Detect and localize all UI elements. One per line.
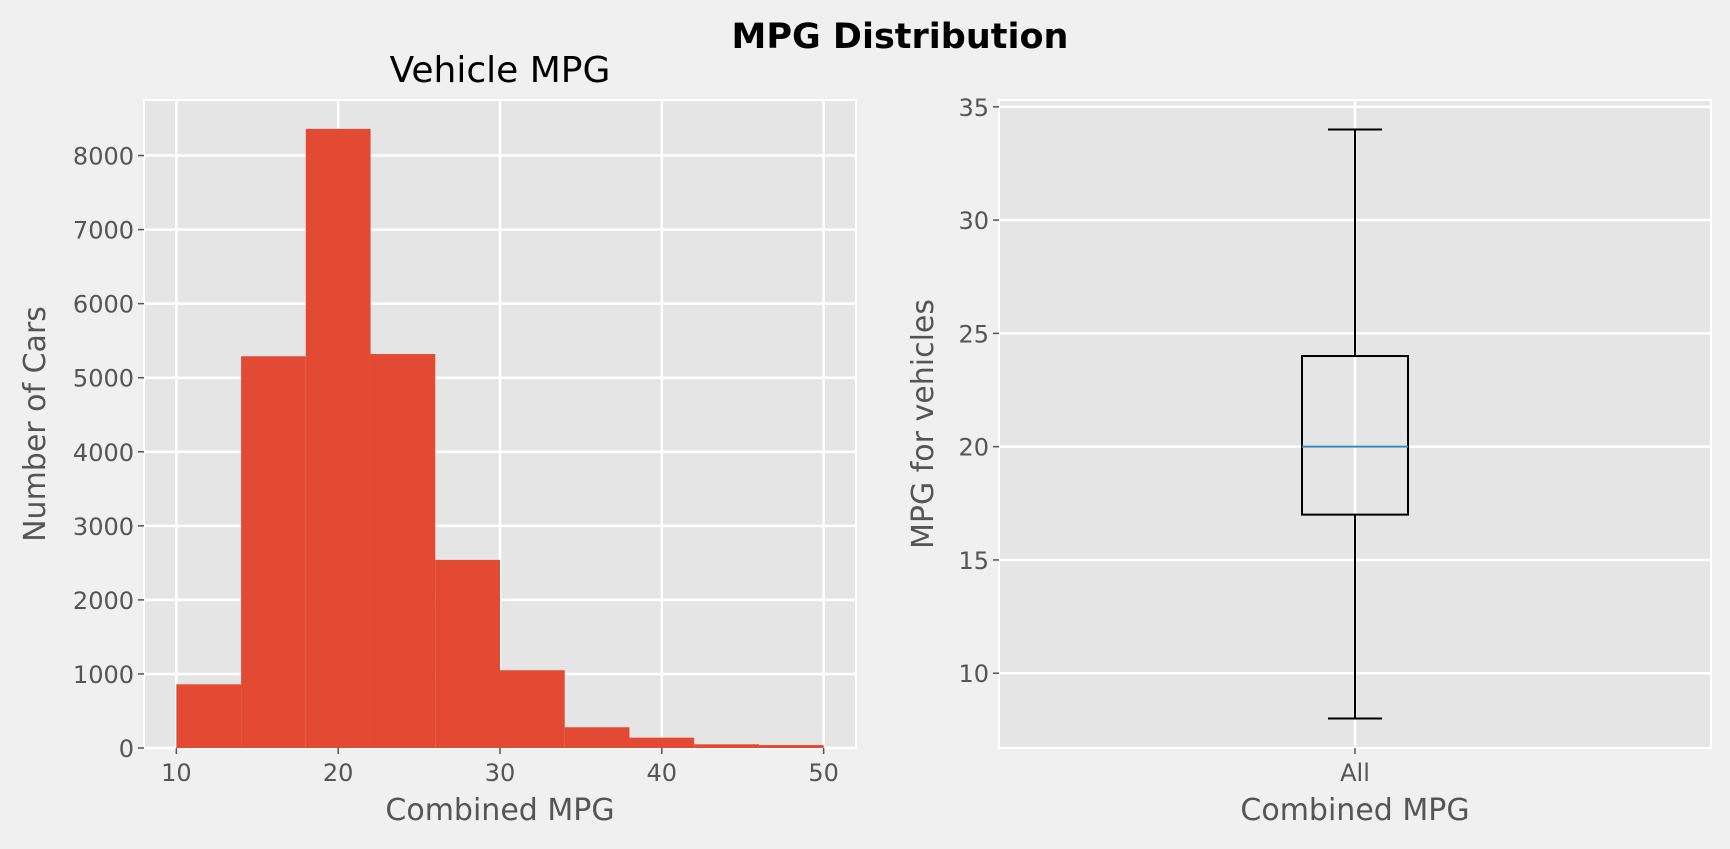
histogram-x-tick-label: 10	[161, 759, 192, 787]
histogram-bar	[758, 745, 824, 748]
histogram-y-tick-label: 3000	[73, 513, 134, 541]
histogram-bar	[435, 559, 500, 748]
histogram-chart: 10 20 30 40 50 0 1000 2000 3000 4000 5000 6000 7000…	[18, 50, 857, 828]
boxplot-y-tick-label: 10	[958, 660, 989, 688]
histogram-y-tick-label: 7000	[73, 217, 134, 245]
histogram-bar	[241, 356, 306, 748]
histogram-bar	[176, 684, 242, 748]
histogram-y-tick-label: 6000	[73, 291, 134, 319]
histogram-y-tick-label: 8000	[73, 143, 134, 171]
histogram-bars	[176, 128, 824, 749]
boxplot-x-axis-label: Combined MPG	[1240, 793, 1469, 828]
boxplot-x-tick-label: All	[1340, 759, 1370, 787]
boxplot-y-tick-label: 35	[958, 94, 989, 122]
boxplot-y-tick-label: 30	[958, 207, 989, 235]
histogram-bar	[694, 744, 759, 748]
histogram-title: Vehicle MPG	[390, 50, 611, 91]
boxplot-y-ticks: 10 15 20 25 30 35	[958, 94, 999, 688]
boxplot-y-tick-label: 15	[958, 547, 989, 575]
boxplot-iqr-box	[1301, 355, 1409, 516]
histogram-y-tick-label: 4000	[73, 439, 134, 467]
histogram-x-tick-label: 30	[485, 759, 516, 787]
histogram-x-tick-label: 20	[323, 759, 354, 787]
boxplot-x-ticks: All	[1340, 748, 1370, 787]
boxplot-box	[1301, 128, 1409, 720]
histogram-y-tick-label: 0	[119, 735, 134, 763]
histogram-x-ticks: 10 20 30 40 50	[161, 748, 839, 787]
histogram-bar	[629, 737, 695, 748]
histogram-y-tick-label: 5000	[73, 365, 134, 393]
boxplot-y-tick-label: 20	[958, 434, 989, 462]
figure-suptitle: MPG Distribution	[732, 17, 1069, 57]
histogram-y-tick-label: 1000	[73, 661, 134, 689]
histogram-y-ticks: 0 1000 2000 3000 4000 5000 6000 7000 8000	[73, 143, 144, 763]
histogram-bar	[370, 354, 436, 748]
histogram-x-axis-label: Combined MPG	[385, 793, 614, 828]
histogram-bar	[305, 128, 371, 749]
histogram-y-axis-label: Number of Cars	[18, 306, 53, 542]
histogram-bar	[500, 670, 565, 748]
boxplot-y-tick-label: 25	[958, 320, 989, 348]
boxplot-chart: All 10 15 20 25 30 35 Combined MPG MPG for ve…	[906, 94, 1712, 828]
histogram-x-tick-label: 50	[808, 759, 839, 787]
histogram-bar	[564, 727, 630, 748]
boxplot-y-axis-label: MPG for vehicles	[906, 299, 941, 549]
histogram-x-tick-label: 40	[647, 759, 678, 787]
histogram-y-tick-label: 2000	[73, 587, 134, 615]
